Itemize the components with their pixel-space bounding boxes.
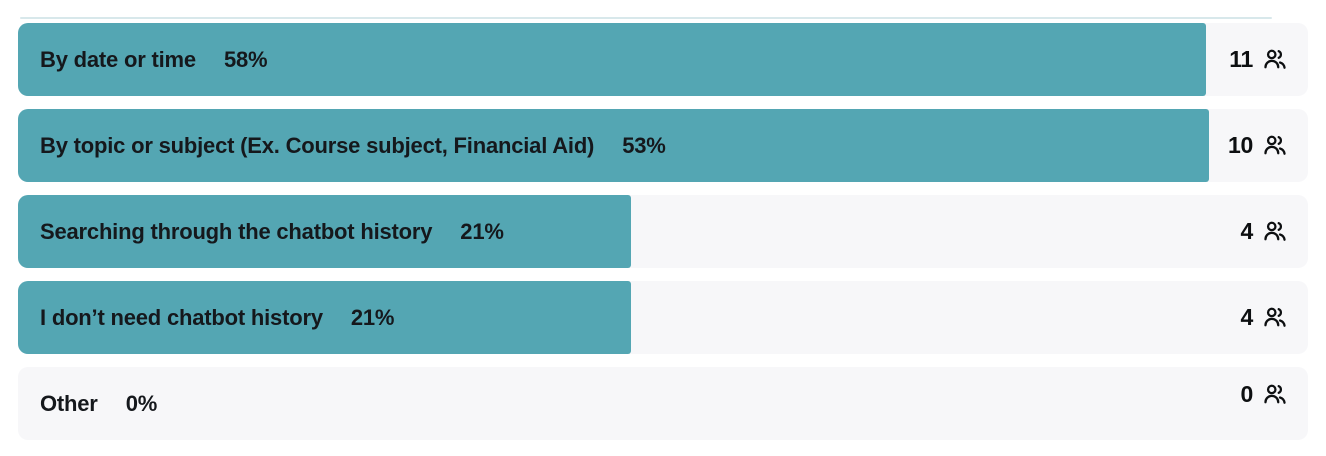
option-label: Searching through the chatbot history — [40, 218, 433, 244]
percent-label: 0% — [125, 390, 158, 416]
respondent-count: 4 — [1240, 218, 1254, 244]
poll-result-row: By topic or subject (Ex. Course subject,… — [18, 109, 1308, 182]
result-bar — [18, 109, 1209, 182]
row-label-group: Other 0% — [18, 367, 157, 440]
people-icon — [1264, 49, 1286, 69]
row-label-group: Searching through the chatbot history 21… — [18, 195, 504, 268]
percent-label: 21% — [350, 304, 395, 330]
row-track — [18, 367, 1308, 440]
result-bar — [18, 195, 631, 268]
people-icon — [1264, 384, 1286, 404]
respondent-count-group: 4 — [1241, 195, 1309, 268]
poll-result-row: Searching through the chatbot history 21… — [18, 195, 1308, 268]
option-label: Other — [40, 390, 98, 416]
respondent-count: 11 — [1229, 46, 1253, 72]
respondent-count: 0 — [1240, 381, 1254, 407]
respondent-count-group: 11 — [1229, 23, 1308, 96]
respondent-count-group: 0 — [1241, 358, 1309, 431]
percent-label: 58% — [223, 46, 268, 72]
people-icon — [1264, 135, 1286, 155]
result-bar — [18, 23, 1206, 96]
respondent-count-group: 4 — [1241, 281, 1309, 354]
people-icon — [1264, 221, 1286, 241]
respondent-count-group: 10 — [1228, 109, 1308, 182]
people-icon — [1264, 307, 1286, 327]
option-label: By date or time — [40, 46, 196, 72]
percent-label: 21% — [460, 218, 504, 244]
respondent-count: 10 — [1228, 132, 1253, 158]
cropped-previous-row-edge — [20, 17, 1272, 19]
respondent-count: 4 — [1240, 304, 1254, 330]
percent-label: 53% — [622, 132, 666, 158]
row-label-group: I don’t need chatbot history 21% — [18, 281, 394, 354]
option-label: By topic or subject (Ex. Course subject,… — [40, 132, 595, 158]
row-label-group: By topic or subject (Ex. Course subject,… — [18, 109, 666, 182]
result-bar — [18, 281, 631, 354]
option-label: I don’t need chatbot history — [40, 304, 323, 330]
row-label-group: By date or time 58% — [18, 23, 268, 96]
poll-result-row: I don’t need chatbot history 21% 4 — [18, 281, 1308, 354]
poll-result-row: Other 0% 0 — [18, 367, 1308, 440]
poll-result-row: By date or time 58% 11 — [18, 23, 1308, 96]
